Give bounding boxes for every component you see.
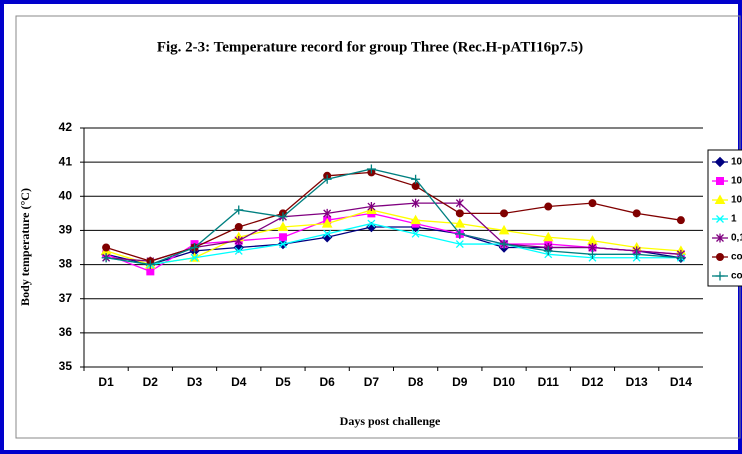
data-point: [500, 209, 509, 218]
legend-marker: [715, 271, 725, 281]
y-tick-label: 37: [59, 291, 73, 305]
data-point: [190, 243, 200, 252]
data-point: [145, 260, 155, 270]
data-point: [278, 212, 288, 222]
data-point: [632, 249, 642, 259]
x-tick-label: D9: [452, 375, 468, 389]
x-tick-label: D10: [493, 375, 515, 389]
data-point: [544, 202, 553, 211]
y-axis-label: Body temperature (°C): [18, 188, 32, 306]
data-point: [233, 242, 244, 253]
data-point: [455, 198, 464, 208]
data-point: [455, 240, 464, 249]
y-tick-label: 36: [59, 325, 73, 339]
data-point: [498, 224, 510, 235]
legend-label: 100: [731, 176, 742, 187]
data-point: [455, 229, 465, 239]
data-point: [234, 246, 243, 255]
legend-label: 1: [731, 214, 737, 225]
legend-marker: [716, 253, 724, 261]
data-point: [278, 233, 287, 242]
series-line: [106, 222, 681, 266]
legend-marker: [716, 215, 724, 223]
data-point: [367, 202, 376, 212]
x-tick-label: D7: [364, 375, 380, 389]
data-point: [102, 243, 111, 252]
data-point: [411, 174, 421, 184]
data-point: [676, 253, 686, 263]
y-tick-label: 39: [59, 223, 73, 237]
data-point: [411, 198, 420, 208]
data-point: [279, 240, 287, 249]
data-point: [322, 174, 332, 184]
data-point: [587, 249, 597, 259]
x-tick-label: D5: [275, 375, 291, 389]
y-tick-label: 35: [59, 359, 73, 373]
x-tick-label: D2: [143, 375, 159, 389]
x-tick-label: D13: [626, 375, 648, 389]
data-point: [366, 221, 377, 233]
data-point: [277, 221, 289, 232]
legend-marker: [716, 233, 724, 243]
legend-marker: [714, 194, 726, 204]
legend-label: con1: [731, 252, 742, 263]
legend-marker: [714, 156, 726, 168]
data-point: [543, 246, 553, 256]
legend-marker: [716, 177, 724, 185]
legend-box: [707, 149, 742, 287]
data-point: [234, 223, 243, 232]
series-line: [105, 209, 681, 266]
data-point: [632, 209, 641, 218]
data-point: [455, 209, 464, 218]
data-point: [542, 231, 554, 242]
data-point: [588, 199, 597, 208]
legend-label: con2: [731, 271, 742, 282]
data-point: [321, 218, 333, 228]
data-point: [101, 253, 111, 263]
x-tick-label: D12: [581, 375, 603, 389]
y-tick-label: 42: [59, 120, 73, 134]
y-tick-label: 38: [59, 257, 73, 271]
x-tick-label: D4: [231, 375, 247, 389]
series-line: [105, 171, 681, 262]
series-line: [106, 202, 681, 262]
x-tick-label: D8: [408, 375, 424, 389]
data-point: [411, 229, 420, 238]
x-tick-label: D11: [538, 375, 560, 389]
data-point: [234, 236, 243, 246]
x-tick-label: D1: [98, 375, 114, 389]
data-point: [323, 208, 332, 218]
data-point: [366, 164, 376, 174]
data-point: [367, 219, 376, 228]
chart-title: Fig. 2-3: Temperature record for group T…: [157, 39, 583, 55]
legend-label: 1000: [731, 157, 742, 168]
data-point: [234, 205, 244, 215]
x-tick-label: D3: [187, 375, 203, 389]
data-point: [454, 218, 466, 228]
legend-label: 0,1: [731, 233, 742, 244]
x-axis-label: Days post challenge: [340, 414, 441, 428]
legend: 1000 100 10 1 0,1 con1 con2: [707, 149, 742, 287]
data-point: [323, 229, 332, 238]
x-tick-label: D14: [670, 375, 692, 389]
data-point: [190, 253, 199, 262]
data-point: [676, 216, 685, 225]
series-line: [106, 168, 681, 266]
legend-label: 10: [731, 195, 742, 206]
x-tick-label: D6: [320, 375, 336, 389]
y-tick-label: 40: [59, 188, 73, 202]
data-point: [410, 214, 421, 225]
data-point: [499, 239, 509, 249]
y-tick-label: 41: [59, 154, 73, 168]
